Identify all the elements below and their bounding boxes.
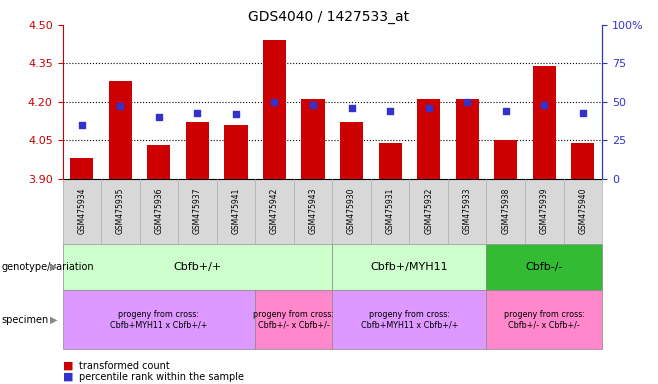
Bar bbox=[455, 99, 479, 179]
Point bbox=[578, 109, 588, 116]
Text: GSM475936: GSM475936 bbox=[155, 188, 163, 235]
Text: progeny from cross:
Cbfb+MYH11 x Cbfb+/+: progeny from cross: Cbfb+MYH11 x Cbfb+/+ bbox=[361, 310, 458, 329]
Bar bbox=[186, 122, 209, 179]
Text: GSM475943: GSM475943 bbox=[309, 188, 318, 235]
Point bbox=[346, 105, 357, 111]
Bar bbox=[263, 40, 286, 179]
Text: Cbfb+/MYH11: Cbfb+/MYH11 bbox=[370, 262, 448, 272]
Text: specimen: specimen bbox=[1, 314, 49, 325]
Text: ▶: ▶ bbox=[51, 314, 58, 325]
Text: GSM475934: GSM475934 bbox=[77, 188, 86, 235]
Bar bbox=[494, 140, 517, 179]
Point bbox=[462, 99, 472, 105]
Point bbox=[115, 103, 126, 109]
Bar bbox=[378, 143, 401, 179]
Point bbox=[231, 111, 241, 117]
Bar bbox=[417, 99, 440, 179]
Point bbox=[153, 114, 164, 120]
Bar bbox=[147, 145, 170, 179]
Point bbox=[308, 102, 318, 108]
Text: progeny from cross:
Cbfb+/- x Cbfb+/-: progeny from cross: Cbfb+/- x Cbfb+/- bbox=[504, 310, 585, 329]
Text: genotype/variation: genotype/variation bbox=[1, 262, 94, 272]
Point bbox=[76, 122, 87, 128]
Text: GSM475940: GSM475940 bbox=[578, 188, 588, 235]
Point bbox=[192, 109, 203, 116]
Text: GSM475931: GSM475931 bbox=[386, 188, 395, 234]
Text: ▶: ▶ bbox=[51, 262, 58, 272]
Text: GSM475935: GSM475935 bbox=[116, 188, 125, 235]
Bar bbox=[109, 81, 132, 179]
Text: GSM475932: GSM475932 bbox=[424, 188, 433, 234]
Text: GSM475942: GSM475942 bbox=[270, 188, 279, 234]
Text: Cbfb-/-: Cbfb-/- bbox=[526, 262, 563, 272]
Text: transformed count: transformed count bbox=[79, 361, 170, 371]
Text: GSM475933: GSM475933 bbox=[463, 188, 472, 235]
Text: progeny from cross:
Cbfb+/- x Cbfb+/-: progeny from cross: Cbfb+/- x Cbfb+/- bbox=[253, 310, 334, 329]
Text: percentile rank within the sample: percentile rank within the sample bbox=[79, 372, 244, 382]
Bar bbox=[70, 158, 93, 179]
Text: GSM475938: GSM475938 bbox=[501, 188, 510, 234]
Point bbox=[501, 108, 511, 114]
Bar bbox=[301, 99, 324, 179]
Text: GSM475930: GSM475930 bbox=[347, 188, 356, 235]
Text: ■: ■ bbox=[63, 372, 73, 382]
Point bbox=[269, 99, 280, 105]
Bar bbox=[571, 143, 594, 179]
Text: GSM475939: GSM475939 bbox=[540, 188, 549, 235]
Bar bbox=[224, 125, 247, 179]
Bar bbox=[340, 122, 363, 179]
Text: progeny from cross:
Cbfb+MYH11 x Cbfb+/+: progeny from cross: Cbfb+MYH11 x Cbfb+/+ bbox=[110, 310, 207, 329]
Text: Cbfb+/+: Cbfb+/+ bbox=[173, 262, 222, 272]
Point bbox=[423, 105, 434, 111]
Text: GDS4040 / 1427533_at: GDS4040 / 1427533_at bbox=[249, 10, 409, 23]
Text: GSM475937: GSM475937 bbox=[193, 188, 202, 235]
Text: ■: ■ bbox=[63, 361, 73, 371]
Text: GSM475941: GSM475941 bbox=[232, 188, 240, 234]
Point bbox=[539, 102, 549, 108]
Point bbox=[385, 108, 395, 114]
Bar bbox=[533, 66, 556, 179]
